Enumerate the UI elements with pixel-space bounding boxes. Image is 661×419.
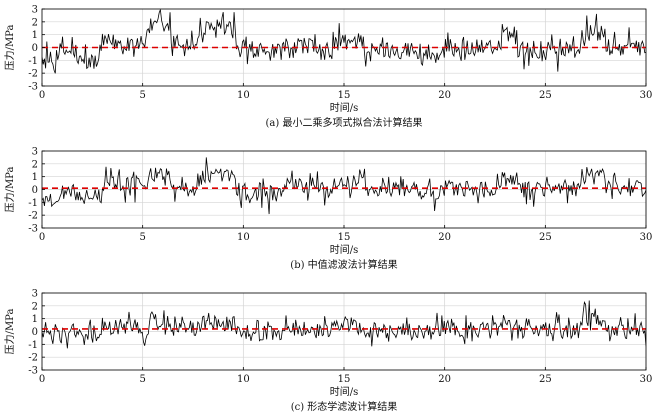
x-tick-label: 15 [338, 90, 351, 101]
x-tick-label: 15 [338, 374, 351, 385]
x-tick-label: 20 [438, 90, 451, 101]
x-tick-label: 10 [237, 90, 250, 101]
x-axis-label: 时间/s [330, 101, 359, 114]
y-tick-label: -3 [28, 82, 38, 93]
x-tick-label: 30 [640, 374, 653, 385]
panel-caption: (a) 最小二乘多项式拟合法计算结果 [266, 116, 423, 129]
y-tick-label: 0 [32, 185, 38, 196]
x-tick-label: 20 [438, 232, 451, 243]
y-tick-label: 2 [32, 301, 38, 312]
panel-caption: (b) 中值滤波法计算结果 [290, 258, 397, 271]
y-tick-label: 3 [32, 147, 38, 158]
x-axis-label: 时间/s [330, 243, 359, 256]
x-tick-label: 10 [237, 374, 250, 385]
y-tick-label: -3 [28, 366, 38, 377]
y-tick-label: 1 [32, 30, 38, 41]
x-tick-label: 5 [139, 232, 145, 243]
y-tick-label: -2 [28, 353, 38, 364]
y-tick-label: -3 [28, 224, 38, 235]
x-tick-label: 10 [237, 232, 250, 243]
y-tick-label: -1 [28, 198, 38, 209]
y-tick-label: 1 [32, 172, 38, 183]
y-axis-label: 压力/MPa [3, 309, 16, 355]
signal-line [42, 9, 646, 74]
x-tick-label: 0 [39, 374, 45, 385]
y-tick-label: 0 [32, 43, 38, 54]
x-tick-label: 5 [139, 374, 145, 385]
y-tick-label: 2 [32, 17, 38, 28]
x-tick-label: 30 [640, 232, 653, 243]
x-tick-label: 15 [338, 232, 351, 243]
panel-caption: (c) 形态学滤波计算结果 [291, 400, 398, 413]
y-tick-label: -1 [28, 340, 38, 351]
x-tick-label: 20 [438, 374, 451, 385]
x-tick-label: 25 [539, 374, 552, 385]
y-axis-label: 压力/MPa [3, 25, 16, 71]
y-tick-label: -1 [28, 56, 38, 67]
x-tick-label: 0 [39, 232, 45, 243]
x-axis-label: 时间/s [330, 385, 359, 398]
y-tick-label: 1 [32, 314, 38, 325]
y-tick-label: 0 [32, 327, 38, 338]
x-tick-label: 25 [539, 232, 552, 243]
y-tick-label: 3 [32, 5, 38, 16]
y-axis-label: 压力/MPa [3, 167, 16, 213]
x-tick-label: 25 [539, 90, 552, 101]
x-tick-label: 5 [139, 90, 145, 101]
y-tick-label: 2 [32, 159, 38, 170]
y-tick-label: 3 [32, 289, 38, 300]
y-tick-label: -2 [28, 69, 38, 80]
signal-line [42, 300, 646, 349]
x-tick-label: 0 [39, 90, 45, 101]
x-tick-label: 30 [640, 90, 653, 101]
y-tick-label: -2 [28, 211, 38, 222]
